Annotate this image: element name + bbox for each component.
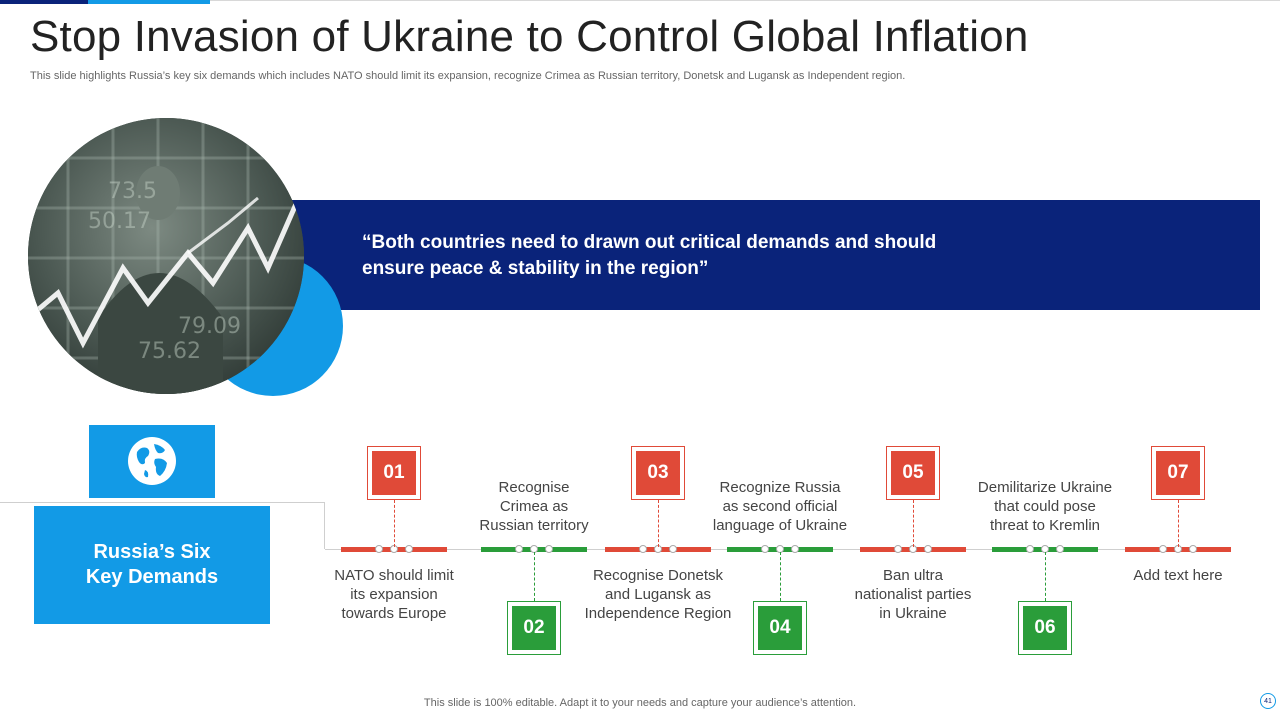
step-connector [780, 552, 781, 601]
step-label: NATO should limit its expansion towards Eu… [309, 566, 479, 623]
step-label-line: its expansion [350, 586, 438, 603]
step-number-box: 07 [1151, 446, 1205, 500]
step-number-box: 02 [507, 601, 561, 655]
step-label: Recognise Crimea as Russian territory [449, 478, 619, 535]
step-label: Recognize Russia as second official langua… [695, 478, 865, 535]
step-label-line: Recognise Donetsk [592, 567, 724, 584]
step-connector [534, 552, 535, 601]
timeline-dot [894, 545, 902, 553]
step-label: Ban ultra nationalist parties in Ukraine [828, 566, 998, 623]
demands-heading-line-2: Key Demands [85, 566, 219, 588]
timeline-dot [1159, 545, 1167, 553]
timeline-dot [1056, 545, 1064, 553]
step-connector [394, 500, 395, 547]
step-connector [658, 500, 659, 547]
quote-banner [270, 200, 1260, 310]
timeline-dot [1189, 545, 1197, 553]
step-label-line: threat to Kremlin [989, 517, 1101, 534]
svg-text:50.17: 50.17 [88, 209, 151, 234]
step-label-line: Add text here [1133, 567, 1223, 584]
step-label-line: in Ukraine [879, 605, 947, 622]
step-number: 01 [372, 451, 416, 495]
step-label: Recognise Donetsk and Lugansk as Independe… [573, 566, 743, 623]
timeline-dot [545, 545, 553, 553]
connector-line-vertical [324, 502, 325, 549]
demands-heading-line-1: Russia’s Six [93, 541, 211, 563]
step-number-box: 04 [753, 601, 807, 655]
svg-text:79.09: 79.09 [178, 314, 241, 339]
demands-heading-box: Russia’s Six Key Demands [34, 506, 270, 624]
step-label-line: Ban ultra [882, 567, 944, 584]
timeline-dot [669, 545, 677, 553]
step-label-line: Russian territory [479, 517, 589, 534]
timeline-dot [639, 545, 647, 553]
step-label-line: Recognize Russia [719, 479, 841, 496]
timeline-dot [791, 545, 799, 553]
timeline-dot [924, 545, 932, 553]
top-accent-bar-dark [0, 0, 88, 4]
step-label-line: language of Ukraine [712, 517, 848, 534]
step-number: 02 [512, 606, 556, 650]
svg-text:75.62: 75.62 [138, 339, 201, 364]
globe-icon [128, 437, 176, 485]
step-label-line: and Lugansk as [605, 586, 711, 603]
timeline-dot [1026, 545, 1034, 553]
svg-text:73.5: 73.5 [108, 179, 157, 204]
step-label-line: that could pose [994, 498, 1096, 515]
quote-line-2: ensure peace & stability in the region” [362, 258, 709, 279]
quote-text: “Both countries need to drawn out critic… [362, 230, 1062, 282]
step-label-line: towards Europe [341, 605, 447, 622]
slide-title: Stop Invasion of Ukraine to Control Glob… [30, 12, 1029, 61]
step-label-line: Recognise [498, 479, 570, 496]
top-divider [210, 0, 1280, 1]
stock-market-photo: 73.5 50.17 79.09 75.62 [28, 118, 304, 394]
step-number: 06 [1023, 606, 1067, 650]
footer-note: This slide is 100% editable. Adapt it to… [423, 697, 857, 709]
step-number: 05 [891, 451, 935, 495]
step-label-line: nationalist parties [854, 586, 972, 603]
timeline-dot [515, 545, 523, 553]
step-number: 04 [758, 606, 802, 650]
step-number: 03 [636, 451, 680, 495]
globe-tile [89, 425, 215, 498]
step-label-line: NATO should limit [334, 567, 454, 584]
step-label: Demilitarize Ukraine that could pose threa… [960, 478, 1130, 535]
step-label-line: Demilitarize Ukraine [977, 479, 1113, 496]
step-number-box: 03 [631, 446, 685, 500]
step-label-line: Independence Region [584, 605, 732, 622]
step-number-box: 01 [367, 446, 421, 500]
step-number: 07 [1156, 451, 1200, 495]
slide-subtitle: This slide highlights Russia’s key six d… [30, 70, 906, 82]
step-number-box: 06 [1018, 601, 1072, 655]
quote-line-1: “Both countries need to drawn out critic… [362, 232, 937, 253]
step-connector [1045, 552, 1046, 601]
step-label: Add text here [1093, 566, 1263, 585]
timeline-dot [761, 545, 769, 553]
step-label-line: Crimea as [499, 498, 569, 515]
page-number: 41 [1260, 693, 1276, 709]
step-connector [1178, 500, 1179, 547]
timeline-dot [375, 545, 383, 553]
timeline-dot [405, 545, 413, 553]
step-label-line: as second official [722, 498, 838, 515]
step-number-box: 05 [886, 446, 940, 500]
connector-line [0, 502, 325, 503]
top-accent-bar-light [88, 0, 210, 4]
step-connector [913, 500, 914, 547]
